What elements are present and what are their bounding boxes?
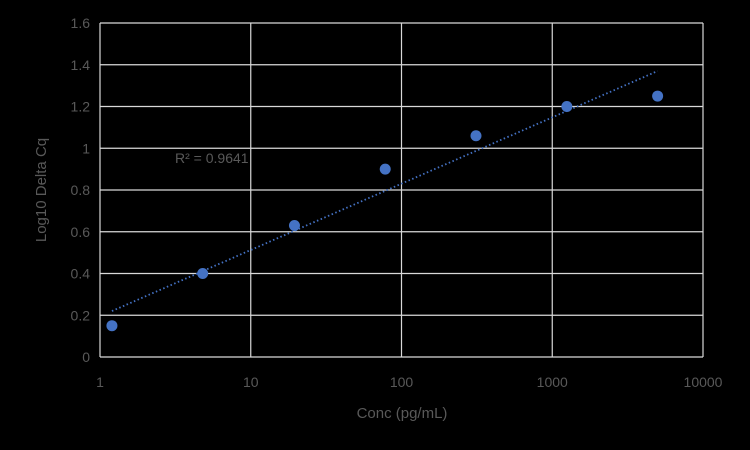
y-tick-label: 0.2 [71, 307, 91, 323]
grid [99, 22, 704, 358]
x-tick-label: 100 [390, 374, 414, 390]
data-points [106, 90, 664, 332]
x-tick-label: 1 [96, 374, 104, 390]
y-tick-label: 1 [82, 140, 90, 156]
x-tick-label: 10 [243, 374, 259, 390]
data-point [106, 320, 118, 332]
r-squared-annotation: R² = 0.9641 [175, 150, 249, 166]
y-axis-title: Log10 Delta Cq [33, 138, 50, 242]
x-tick-label: 10000 [684, 374, 723, 390]
x-tick-label: 1000 [537, 374, 568, 390]
y-tick-label: 1.4 [71, 57, 91, 73]
data-point [197, 268, 209, 279]
y-tick-label: 0 [82, 349, 90, 365]
y-tick-label: 1.2 [71, 99, 91, 115]
tick-labels: 0 0.2 0.4 0.6 0.8 1 1.2 1.4 1.6 1 10 100 1000 10000 [71, 15, 723, 390]
y-tick-label: 0.8 [71, 182, 91, 198]
data-point [470, 130, 482, 142]
x-axis-title: Conc (pg/mL) [357, 405, 448, 422]
data-point [379, 163, 391, 175]
data-point [561, 101, 573, 112]
data-point [288, 219, 300, 231]
y-tick-label: 0.6 [71, 224, 91, 240]
data-point [652, 90, 664, 102]
y-tick-label: 0.4 [71, 266, 91, 282]
y-tick-label: 1.6 [71, 15, 91, 31]
